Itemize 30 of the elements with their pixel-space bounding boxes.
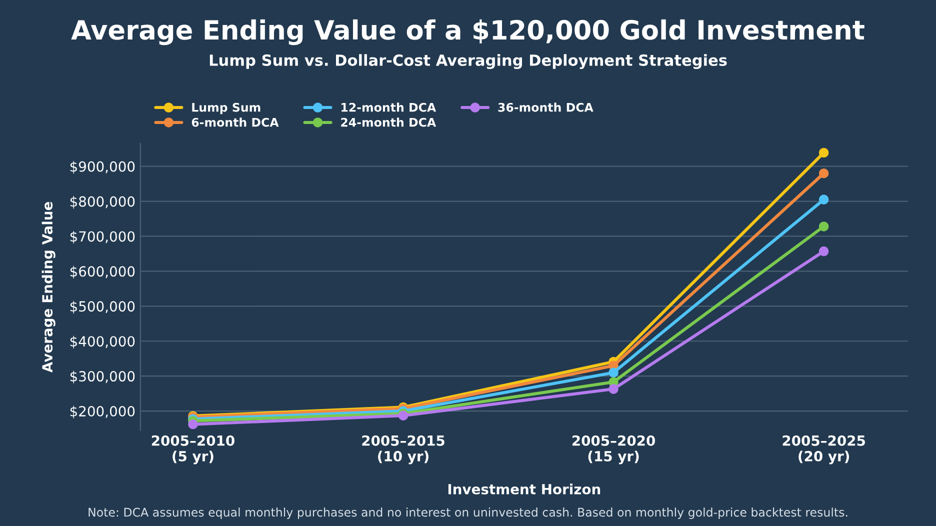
x-tick-label: 2005–2020 (15 yr) (572, 435, 655, 464)
y-tick-label: $700,000 (70, 230, 135, 244)
x-tick-label: 2005–2025 (20 yr) (782, 435, 865, 464)
y-tick-label: $500,000 (70, 300, 135, 314)
point (608, 368, 618, 378)
point (818, 168, 829, 178)
y-tick-label: $600,000 (70, 266, 135, 279)
x-tick-label: 2005–2015 (10 yr) (362, 435, 444, 464)
chart-subtitle: Lump Sum vs. Dollar-Cost Averaging Deployment Strategies (210, 54, 727, 70)
legend-label: 24-month DCA (341, 118, 436, 127)
y-tick-label: $800,000 (70, 196, 135, 209)
y-tick-label: $900,000 (70, 161, 135, 174)
x-axis-title: Investment Horizon (448, 484, 600, 494)
point (818, 222, 829, 232)
legend-label: 12-month DCA (342, 102, 436, 112)
point (818, 148, 829, 158)
y-tick-label: $200,000 (70, 406, 135, 418)
legend-label: 36-month DCA (498, 102, 594, 112)
text: Note: DCA assumes equal monthly purchases and no interest on uninvested cash. Based on monthly gold-price backtest results. (88, 508, 848, 519)
legend-label: Lump Sum (192, 102, 260, 114)
point (818, 246, 829, 256)
chart-title: Average Ending Value of a $120,000 Gold Investment (71, 19, 864, 46)
legend-label: 6-month DCA (192, 118, 279, 127)
y-tick-label: $300,000 (70, 370, 135, 384)
x-tick-label: 2005–2010 (5 yr) (152, 435, 234, 464)
point (188, 419, 198, 430)
point (608, 384, 618, 394)
y-tick-label: $400,000 (70, 336, 135, 348)
y-axis-title: Average Ending Value (42, 202, 56, 373)
point (818, 194, 829, 204)
